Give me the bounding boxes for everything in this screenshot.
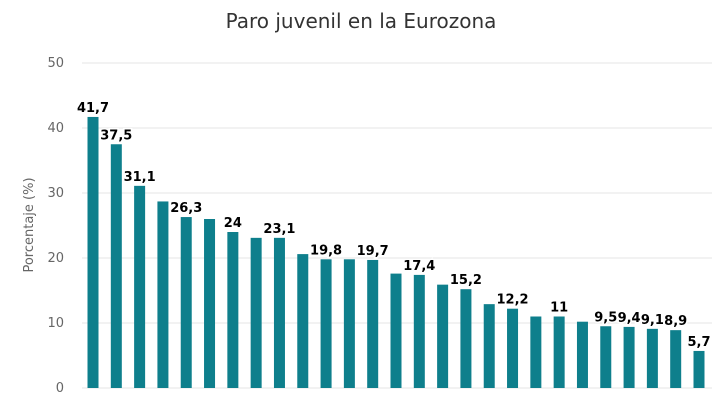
chart-title: Paro juvenil en la Eurozona bbox=[226, 9, 497, 33]
data-label: 9,1 bbox=[641, 313, 664, 328]
bar bbox=[273, 237, 285, 388]
data-label: 23,1 bbox=[263, 222, 295, 237]
data-label: 15,2 bbox=[450, 273, 482, 288]
bar bbox=[204, 219, 216, 388]
data-label: 9,4 bbox=[618, 311, 641, 326]
bar bbox=[134, 185, 146, 388]
data-label: 11 bbox=[550, 301, 568, 316]
data-label: 5,7 bbox=[687, 335, 710, 350]
bar bbox=[483, 304, 495, 388]
bar bbox=[507, 308, 519, 388]
y-tick-label: 30 bbox=[47, 186, 64, 201]
bar bbox=[693, 350, 705, 388]
bar bbox=[437, 284, 449, 388]
data-label: 19,7 bbox=[357, 244, 389, 259]
bar bbox=[110, 144, 122, 388]
bar bbox=[623, 326, 635, 388]
y-tick-label: 0 bbox=[56, 381, 64, 396]
bar bbox=[600, 326, 612, 388]
bar bbox=[576, 321, 588, 388]
bars bbox=[87, 116, 705, 388]
y-tick-label: 40 bbox=[47, 121, 64, 136]
bar bbox=[157, 201, 169, 388]
bar bbox=[343, 259, 355, 388]
data-label: 17,4 bbox=[403, 259, 435, 274]
bar bbox=[250, 237, 262, 388]
bar bbox=[530, 316, 542, 388]
data-label: 41,7 bbox=[77, 101, 109, 116]
y-tick-label: 50 bbox=[47, 56, 64, 71]
data-label: 26,3 bbox=[170, 201, 202, 216]
bar bbox=[553, 316, 565, 388]
bar bbox=[87, 116, 99, 388]
data-label: 8,9 bbox=[664, 314, 687, 329]
bar bbox=[390, 273, 402, 388]
data-label: 9,5 bbox=[594, 310, 617, 325]
data-labels: 41,7 37,5 31,1 26,3 24 23,1 19,8 19,7 17,4 15,2 12… bbox=[75, 99, 712, 351]
y-tick-label: 10 bbox=[47, 316, 64, 331]
bar bbox=[646, 328, 658, 388]
data-label: 24 bbox=[224, 216, 242, 231]
bar bbox=[413, 274, 425, 388]
bar bbox=[460, 289, 472, 388]
data-label: 31,1 bbox=[124, 170, 156, 185]
data-label: 37,5 bbox=[100, 128, 132, 143]
bar bbox=[227, 232, 239, 388]
bar bbox=[297, 254, 309, 388]
y-axis-ticks: 0 10 20 30 40 50 bbox=[47, 56, 64, 396]
y-axis-label: Porcentaje (%) bbox=[22, 177, 37, 272]
data-label: 12,2 bbox=[497, 293, 529, 308]
data-label: 19,8 bbox=[310, 243, 342, 258]
bar bbox=[320, 259, 332, 388]
bar bbox=[180, 217, 192, 388]
y-tick-label: 20 bbox=[47, 251, 64, 266]
bar bbox=[670, 330, 682, 388]
bar bbox=[367, 259, 379, 388]
